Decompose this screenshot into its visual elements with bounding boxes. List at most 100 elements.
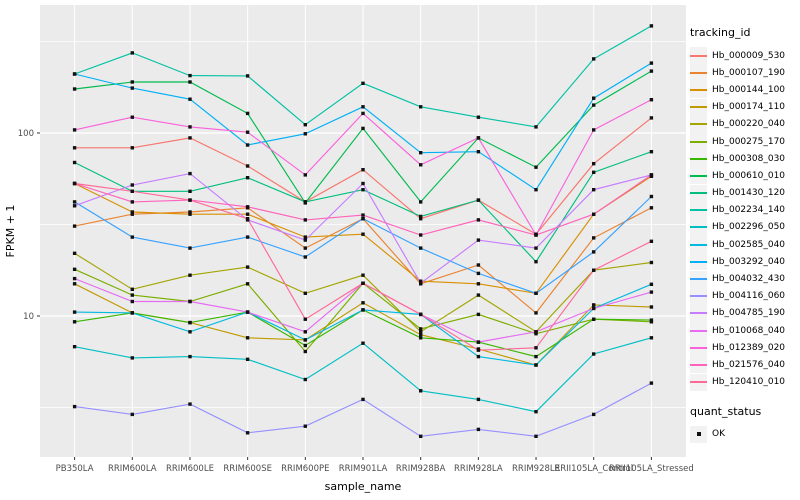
data-point-marker bbox=[130, 189, 134, 193]
line-swatch-icon bbox=[690, 278, 707, 281]
data-point-marker bbox=[130, 86, 134, 90]
x-tick-label: RRIM928BA bbox=[396, 464, 446, 474]
data-point-marker bbox=[476, 293, 481, 297]
data-point-marker bbox=[649, 98, 654, 102]
data-point-marker bbox=[188, 299, 192, 304]
legend-row-Hb_000308_030: Hb_000308_030 bbox=[690, 150, 800, 168]
legend-row-ok: OK bbox=[690, 425, 800, 443]
data-point-marker bbox=[592, 268, 596, 272]
data-point-marker bbox=[419, 336, 423, 340]
legend-label: Hb_000009_530 bbox=[712, 50, 786, 61]
legend-label: Hb_000174_110 bbox=[712, 102, 786, 113]
legend-key bbox=[690, 373, 707, 391]
legend-label: Hb_000610_010 bbox=[712, 170, 786, 181]
legend-label: Hb_003292_040 bbox=[712, 256, 786, 267]
data-point-marker bbox=[130, 200, 134, 204]
data-point-marker bbox=[534, 410, 538, 414]
data-point-marker bbox=[476, 397, 481, 402]
legend-label: Hb_000275_170 bbox=[712, 136, 786, 147]
data-point-marker bbox=[592, 412, 596, 417]
x-tick-label: RRIM600SE bbox=[223, 464, 272, 474]
legend-row-Hb_000107_190: Hb_000107_190 bbox=[690, 64, 800, 82]
data-point-marker bbox=[592, 162, 596, 166]
data-point-marker bbox=[476, 263, 481, 267]
data-point-marker bbox=[419, 233, 423, 237]
data-point-marker bbox=[361, 217, 365, 221]
data-point-marker bbox=[476, 150, 481, 154]
y-tick-label: 100 bbox=[18, 129, 34, 139]
legend-label: Hb_120410_010 bbox=[712, 377, 786, 388]
y-axis-title: FPKM + 1 bbox=[4, 205, 17, 258]
legend-key bbox=[690, 425, 707, 443]
data-point-marker bbox=[534, 332, 538, 336]
data-point-marker bbox=[72, 87, 77, 91]
data-point-marker bbox=[303, 200, 307, 204]
legend-key bbox=[690, 98, 707, 116]
legend-row-Hb_002296_050: Hb_002296_050 bbox=[690, 218, 800, 236]
data-point-marker bbox=[649, 239, 654, 243]
data-point-marker bbox=[592, 57, 596, 61]
data-point-marker bbox=[303, 238, 307, 242]
quant-status-legend: quant_status OK bbox=[690, 405, 800, 443]
data-point-marker bbox=[476, 238, 481, 242]
data-point-marker bbox=[592, 236, 596, 240]
data-point-marker bbox=[361, 188, 365, 192]
legend-entries: Hb_000009_530 Hb_000107_190 Hb_000144_100 H… bbox=[690, 47, 800, 391]
legend-row-Hb_012389_020: Hb_012389_020 bbox=[690, 339, 800, 357]
data-point-marker bbox=[188, 189, 192, 193]
data-point-marker bbox=[534, 354, 538, 359]
data-point-marker bbox=[188, 210, 192, 214]
data-point-marker bbox=[592, 317, 596, 321]
data-point-marker bbox=[72, 251, 77, 255]
data-point-marker bbox=[419, 217, 423, 221]
line-swatch-icon bbox=[690, 54, 707, 57]
data-point-marker bbox=[534, 125, 538, 129]
data-point-marker bbox=[303, 132, 307, 136]
data-point-marker bbox=[130, 212, 134, 216]
data-point-marker bbox=[130, 235, 134, 239]
legend-row-Hb_004785_190: Hb_004785_190 bbox=[690, 304, 800, 322]
data-point-marker bbox=[72, 204, 77, 208]
legend-row-Hb_000009_530: Hb_000009_530 bbox=[690, 47, 800, 65]
x-tick-label: RRIM600PE bbox=[281, 464, 329, 474]
x-axis-title: sample_name bbox=[325, 480, 402, 493]
legend-row-Hb_000220_040: Hb_000220_040 bbox=[690, 115, 800, 133]
legend-label: Hb_001430_120 bbox=[712, 188, 786, 199]
data-point-marker bbox=[592, 250, 596, 254]
data-point-marker bbox=[245, 130, 250, 134]
data-point-marker bbox=[72, 404, 77, 409]
data-point-marker bbox=[72, 345, 77, 349]
data-point-marker bbox=[592, 103, 596, 107]
data-point-marker bbox=[188, 212, 192, 216]
data-point-marker bbox=[130, 80, 134, 84]
legend-row-Hb_002234_140: Hb_002234_140 bbox=[690, 201, 800, 219]
legend-row-Hb_000275_170: Hb_000275_170 bbox=[690, 133, 800, 151]
data-point-marker bbox=[361, 168, 365, 172]
data-point-marker bbox=[592, 170, 596, 174]
data-point-marker bbox=[592, 352, 596, 356]
data-point-marker bbox=[188, 246, 192, 250]
legend-key bbox=[690, 304, 707, 322]
legend-key bbox=[690, 201, 707, 219]
data-point-marker bbox=[649, 69, 654, 73]
data-point-marker bbox=[649, 116, 654, 120]
line-swatch-icon bbox=[690, 157, 707, 160]
data-point-marker bbox=[534, 165, 538, 169]
legend-label: Hb_004032_430 bbox=[712, 274, 786, 285]
data-point-marker bbox=[592, 303, 596, 307]
data-point-marker bbox=[476, 354, 481, 359]
data-point-marker bbox=[649, 381, 654, 385]
line-swatch-icon bbox=[690, 71, 707, 74]
legend-row-Hb_120410_010: Hb_120410_010 bbox=[690, 373, 800, 391]
data-point-marker bbox=[476, 348, 481, 352]
legend-key bbox=[690, 133, 707, 151]
data-point-marker bbox=[649, 336, 654, 340]
data-point-marker bbox=[303, 123, 307, 127]
line-swatch-icon bbox=[690, 243, 707, 246]
data-point-marker bbox=[419, 281, 423, 285]
legend-row-Hb_010068_040: Hb_010068_040 bbox=[690, 322, 800, 340]
data-point-marker bbox=[649, 61, 654, 65]
line-swatch-icon bbox=[690, 226, 707, 229]
x-tick-label: PB350LA bbox=[56, 464, 94, 474]
